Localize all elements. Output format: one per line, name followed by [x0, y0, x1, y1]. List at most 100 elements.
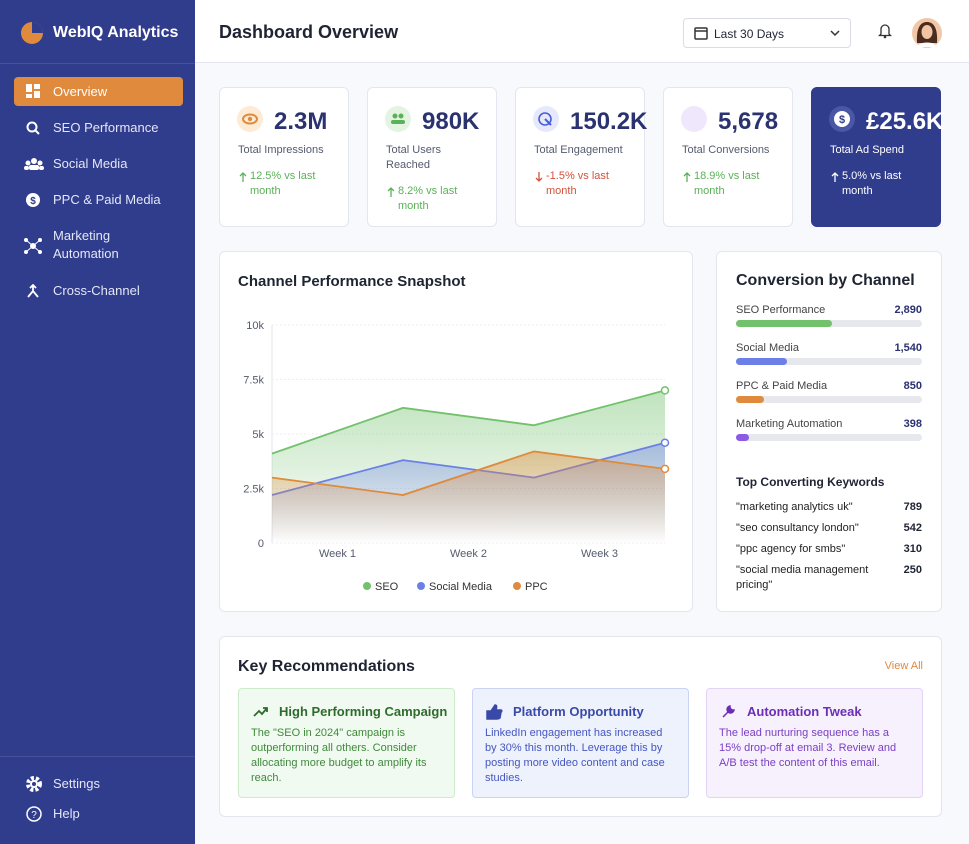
x-tick-label: Week 2 [450, 548, 487, 560]
bar-track [736, 320, 922, 327]
series-area [272, 451, 665, 543]
end-point [660, 464, 670, 474]
icon [544, 118, 552, 126]
nav-item[interactable]: Social Media [14, 155, 183, 173]
avatar[interactable] [911, 17, 943, 49]
icon [398, 113, 404, 119]
legend-swatch [513, 582, 521, 590]
kpi-label: Total Conversions [682, 144, 770, 156]
rec-icon [722, 705, 735, 718]
keyword-count: 310 [903, 543, 922, 555]
channel-value: 1,540 [894, 342, 922, 354]
channel-value: 2,890 [894, 304, 922, 316]
nav-label[interactable]: Social Media [53, 156, 128, 171]
nav-item[interactable]: Settings [14, 775, 183, 793]
bar [736, 320, 832, 327]
legend-swatch [417, 582, 425, 590]
channel-value: 398 [903, 418, 922, 430]
nav-item[interactable]: $ PPC & Paid Media [14, 191, 183, 209]
icon [242, 113, 258, 125]
chart-card: Channel Performance Snapshot 0 2.5k 5k 7.5k 1… [219, 251, 693, 612]
icon [486, 704, 503, 720]
arrow [831, 172, 839, 182]
rec-title: Automation Tweak [747, 704, 862, 719]
keyword: "marketing analytics uk" [736, 501, 853, 513]
bar [736, 358, 788, 365]
series-line [271, 389, 666, 455]
nav-label[interactable]: PPC & Paid Media [53, 192, 161, 207]
channel-value: 850 [903, 380, 922, 392]
y-tick-label: 7.5k [243, 375, 264, 387]
change-arrow [239, 172, 247, 182]
view-all-link[interactable]: View All [884, 660, 923, 672]
main: Dashboard Overview Last 30 Days 2.3M Tota… [195, 0, 969, 844]
legend-label: SEO [375, 581, 399, 593]
sidebar: WebIQ Analytics Overview SEO Performance… [0, 0, 195, 844]
svg-text:$: $ [30, 196, 36, 207]
change-arrow [683, 172, 691, 182]
kpi-value: 5,678 [718, 108, 779, 135]
bar [736, 434, 750, 441]
kpi-icon [237, 106, 263, 132]
keyword-count: 542 [903, 522, 922, 534]
keyword-count: 789 [903, 501, 922, 513]
date-dropdown[interactable]: Last 30 Days [683, 18, 851, 48]
kpi-change: 8.2% vs last month [398, 185, 458, 212]
channel-label: Marketing Automation [736, 418, 843, 430]
nav-item[interactable]: SEO Performance [14, 119, 183, 137]
legend-label: PPC [525, 581, 548, 593]
nav-item[interactable]: Cross-Channel [14, 282, 183, 300]
rec-text: The lead nurturing sequence has a 15% dr… [719, 727, 897, 769]
rec-title: High Performing Campaign [279, 704, 448, 719]
nav-label[interactable]: Cross-Channel [53, 283, 140, 298]
keyword: "ppc agency for smbs" [736, 543, 846, 555]
change-arrow [387, 187, 395, 197]
kpi-label: Total Engagement [534, 144, 623, 156]
kpi-value: £25.6K [866, 108, 944, 135]
date-label[interactable]: Last 30 Days [714, 27, 785, 41]
nav-label[interactable]: Help [53, 806, 80, 821]
channel-label: Social Media [736, 342, 799, 354]
kpi-icon [385, 106, 411, 132]
rec-title: Platform Opportunity [513, 704, 644, 719]
kpi-label: Total Users Reached [386, 144, 442, 171]
bar-track [736, 434, 922, 441]
legend-label: Social Media [429, 581, 493, 593]
keyword: "social media management pricing" [736, 564, 869, 591]
channel-label: SEO Performance [736, 304, 826, 316]
kpi-card: 5,678 Total Conversions 18.9% vs last mont… [663, 87, 793, 227]
rec-icon [486, 704, 503, 720]
y-tick-label: 0 [258, 538, 264, 550]
nav-label[interactable]: Settings [53, 776, 100, 791]
nav-label[interactable]: Overview [53, 84, 108, 99]
end-point [660, 386, 670, 395]
notifications[interactable] [878, 23, 892, 39]
nav-label[interactable]: Marketing Automation [53, 228, 119, 261]
kpi-icon: $ [829, 106, 855, 132]
icon [253, 707, 268, 717]
arrow [683, 172, 691, 182]
keyword-count: 250 [903, 564, 922, 576]
icon [834, 111, 850, 127]
y-tick-label: 5k [252, 429, 264, 441]
recommendation: Automation Tweak The lead nurturing seque… [706, 688, 923, 798]
nav-item[interactable]: Overview [14, 77, 183, 106]
channel-label: PPC & Paid Media [736, 380, 828, 392]
legend-swatch [363, 582, 371, 590]
recommendation: Platform Opportunity LinkedIn engagement … [472, 688, 689, 798]
nav-item[interactable]: ? Help [14, 805, 183, 823]
arrow [387, 187, 395, 197]
rec-icon [253, 707, 268, 717]
icon [538, 112, 552, 126]
recommendations-card: Key Recommendations View All High Perfor… [219, 636, 942, 817]
svg-text:?: ? [31, 810, 37, 821]
conversion-card: Conversion by Channel SEO Performance 2,8… [716, 251, 942, 612]
x-tick-label: Week 3 [581, 548, 618, 560]
y-tick-label: 2.5k [243, 484, 264, 496]
nav-label[interactable]: SEO Performance [53, 120, 159, 135]
chart-title: Channel Performance Snapshot [238, 273, 466, 290]
change-arrow [831, 172, 839, 182]
kpi-icon [533, 106, 559, 132]
nav-item[interactable]: Marketing Automation [14, 227, 164, 263]
